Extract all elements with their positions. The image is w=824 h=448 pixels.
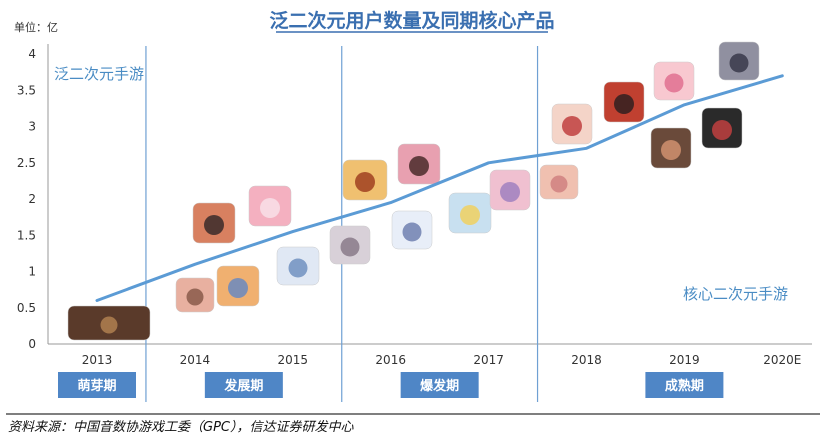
x-tick-label: 2019 bbox=[669, 353, 700, 367]
game-icon-face bbox=[614, 94, 634, 114]
x-tick-label: 2014 bbox=[180, 353, 211, 367]
phase-box bbox=[400, 372, 479, 398]
game-icon-face bbox=[562, 116, 582, 136]
series-layer bbox=[95, 74, 784, 302]
phase-label: 发展期 bbox=[223, 378, 263, 394]
game-icon-face bbox=[712, 120, 732, 140]
game-icon-face bbox=[204, 215, 224, 235]
game-icon-face bbox=[340, 237, 360, 257]
phase-box bbox=[204, 372, 283, 398]
y-tick-label: 2.5 bbox=[17, 156, 36, 170]
game-icon-face bbox=[460, 205, 480, 225]
phase-box bbox=[58, 372, 136, 398]
game-icon-face bbox=[661, 140, 681, 160]
series-line bbox=[95, 74, 784, 302]
y-tick-label: 4 bbox=[28, 47, 36, 61]
game-icon-face bbox=[500, 182, 520, 202]
annotation-right: 核心二次元手游 bbox=[683, 285, 788, 303]
game-icon-face bbox=[664, 73, 684, 93]
phase-label: 萌芽期 bbox=[77, 378, 116, 394]
y-tick-label: 0 bbox=[28, 337, 36, 351]
y-tick-label: 1 bbox=[28, 265, 36, 279]
phase-label: 爆发期 bbox=[420, 378, 459, 394]
x-tick-label: 2013 bbox=[82, 353, 113, 367]
game-icon-face bbox=[355, 172, 375, 192]
game-icon-face bbox=[729, 53, 749, 73]
product-icons bbox=[67, 41, 760, 341]
chart-title: 泛二次元用户数量及同期核心产品 bbox=[269, 9, 554, 32]
game-icon-face bbox=[228, 278, 248, 298]
x-tick-label: 2015 bbox=[278, 353, 309, 367]
phase-dividers bbox=[145, 46, 539, 402]
game-icon-face bbox=[260, 198, 280, 218]
y-tick-label: 0.5 bbox=[17, 301, 36, 315]
annotation-left: 泛二次元手游 bbox=[54, 65, 144, 83]
x-tick-labels: 2013 2014 2015 2016 2017 2018 2019 2020E bbox=[82, 353, 802, 367]
y-tick-labels: 0 0.5 1 1.5 2 2.5 3 3.5 4 bbox=[17, 47, 36, 351]
phase-label: 成熟期 bbox=[665, 378, 704, 394]
phase-box bbox=[645, 372, 724, 398]
x-tick-label: 2016 bbox=[375, 353, 406, 367]
x-tick-label: 2017 bbox=[473, 353, 504, 367]
phase-boxes: 萌芽期 发展期 爆发期 成熟期 bbox=[58, 372, 724, 398]
unit-label: 单位：亿 bbox=[14, 20, 58, 34]
y-tick-label: 3 bbox=[28, 120, 36, 134]
game-icon-face bbox=[409, 156, 429, 176]
game-icon-face bbox=[100, 316, 118, 334]
x-tick-label: 2018 bbox=[571, 353, 602, 367]
game-icon-face bbox=[550, 175, 568, 193]
game-icon-face bbox=[288, 258, 308, 278]
y-tick-label: 2 bbox=[28, 192, 36, 206]
game-icon-face bbox=[402, 222, 422, 242]
x-tick-label: 2020E bbox=[763, 353, 801, 367]
source-note: 资料来源：中国音数协游戏工委（GPC），信达证券研发中心 bbox=[8, 419, 354, 435]
y-tick-label: 3.5 bbox=[17, 83, 36, 97]
game-icon-face bbox=[186, 288, 204, 306]
y-tick-label: 1.5 bbox=[17, 228, 36, 242]
